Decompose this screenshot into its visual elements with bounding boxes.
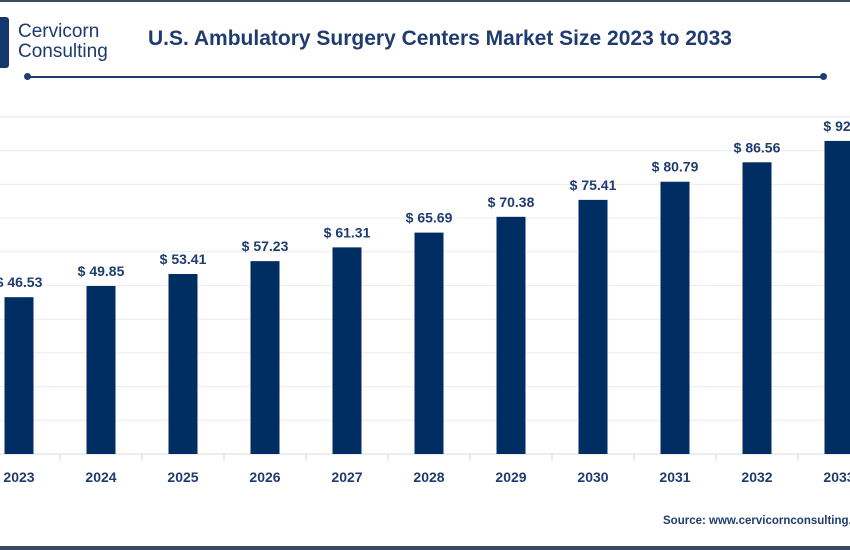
data-label-2030: $ 75.41 <box>570 177 617 193</box>
x-tick-label-2030: 2030 <box>577 469 608 485</box>
bar-2029 <box>496 216 526 454</box>
data-label-2031: $ 80.79 <box>652 159 699 175</box>
frame-bottom-border <box>0 546 850 550</box>
x-tick-label-2028: 2028 <box>413 469 444 485</box>
x-tick-label-2024: 2024 <box>85 469 116 485</box>
bar-2031 <box>660 181 690 454</box>
logo-icon <box>0 17 9 68</box>
bar-2025 <box>168 274 198 454</box>
data-label-2033: $ 92. <box>823 118 850 134</box>
data-label-2032: $ 86.56 <box>734 139 781 155</box>
source-note: Source: www.cervicornconsulting.com <box>663 515 850 527</box>
bar-2032 <box>742 162 772 455</box>
x-tick-label-2029: 2029 <box>495 469 526 485</box>
x-tick-label-2025: 2025 <box>167 469 198 485</box>
brand-logo: Cervicorn Consulting <box>18 22 108 62</box>
divider-dot-right <box>820 73 827 80</box>
bar-2033 <box>824 140 850 454</box>
x-tick-label-2026: 2026 <box>249 469 280 485</box>
divider-dot-left <box>24 73 31 80</box>
bar-2023 <box>4 297 34 454</box>
x-tick-label-2033: 2033 <box>823 469 850 485</box>
frame-top-border <box>0 0 850 2</box>
bar-2024 <box>86 286 116 454</box>
data-label-2029: $ 70.38 <box>488 194 535 210</box>
bar-2027 <box>332 247 362 454</box>
data-label-2024: $ 49.85 <box>78 263 125 279</box>
chart-title: U.S. Ambulatory Surgery Centers Market S… <box>148 27 732 50</box>
bar-2030 <box>578 199 608 454</box>
x-tick-label-2031: 2031 <box>659 469 690 485</box>
bar-2028 <box>414 232 444 454</box>
data-label-2025: $ 53.41 <box>160 251 207 267</box>
title-divider <box>27 76 823 78</box>
x-tick-label-2023: 2023 <box>3 469 34 485</box>
brand-line-2: Consulting <box>18 41 108 62</box>
data-label-2028: $ 65.69 <box>406 210 453 226</box>
data-label-2023: $ 46.53 <box>0 274 43 290</box>
x-tick-label-2032: 2032 <box>741 469 772 485</box>
data-label-2027: $ 61.31 <box>324 224 371 240</box>
bar-2026 <box>250 261 280 454</box>
x-tick-label-2027: 2027 <box>331 469 362 485</box>
data-label-2026: $ 57.23 <box>242 238 289 254</box>
brand-line-1: Cervicorn <box>18 21 100 42</box>
